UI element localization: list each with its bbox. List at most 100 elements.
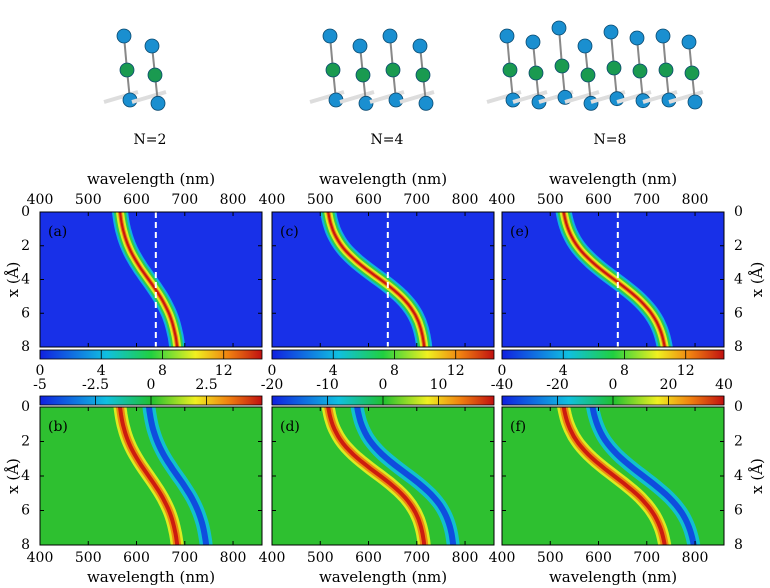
atom [580,67,596,83]
heatmap [40,407,262,545]
atom [658,62,674,78]
panel-label: (b) [48,419,68,435]
x-tick-label: 500 [537,192,564,208]
colorbar-tick-label: -10 [316,377,339,393]
y-tick-label: 2 [21,434,30,450]
colorbar-tick-label: 12 [447,363,465,379]
atom [385,62,401,78]
y-tick-label: 8 [734,537,743,553]
colorbar-tick-label: 8 [158,363,167,379]
atom [358,95,374,111]
atom [603,24,619,40]
colorbar-tick-label: -2.5 [82,377,109,393]
molecule-shadow [512,90,548,104]
heatmap [502,407,724,545]
y-tick-label: 6 [21,305,30,321]
x-tick-label: 600 [585,192,612,208]
x-tick-label: 700 [171,550,198,566]
colorbar-tick-label: 10 [430,377,448,393]
molecule-shadow [339,90,375,104]
heatmap [272,212,494,347]
atom [502,62,518,78]
atom [150,95,166,111]
x-tick-label: 600 [355,550,382,566]
atom [551,20,567,36]
y-tick-label: 2 [21,238,30,254]
x-tick-label: 800 [220,192,247,208]
heatmap [40,212,262,347]
colorbar-tick-label: 4 [329,363,338,379]
atom [412,38,428,54]
y-axis-title: x (Å) [4,262,22,298]
x-tick-label: 400 [259,550,286,566]
heatmap-band [327,212,426,347]
heatmap [502,212,724,347]
x-tick-label: 500 [537,550,564,566]
heatmap-band [145,407,210,545]
x-tick-label: 700 [633,192,660,208]
heatmap-band [326,407,427,545]
y-tick-label: 0 [734,204,743,220]
x-tick-label: 800 [220,550,247,566]
atom [655,28,671,44]
x-tick-label: 400 [489,192,516,208]
y-tick-label: 6 [21,503,30,519]
atom [325,62,341,78]
atom [147,67,163,83]
y-axis-title: x (Å) [748,458,766,494]
x-axis-title: wavelength (nm) [87,568,215,586]
x-tick-label: 500 [75,192,102,208]
colorbar-tick-label: -20 [261,377,284,393]
y-tick-label: 6 [734,305,743,321]
x-tick-label: 600 [585,550,612,566]
molecule-sketches [103,20,704,111]
heatmap [272,407,494,545]
x-tick-label: 800 [452,550,479,566]
colorbar-tick-label: 0 [498,363,507,379]
x-tick-label: 700 [403,550,430,566]
atom [352,38,368,54]
molecule-label: N=2 [134,132,167,148]
x-tick-label: 400 [27,550,54,566]
atom [629,30,645,46]
atom [528,65,544,81]
atom [382,28,398,44]
atom [499,28,515,44]
y-tick-label: 0 [734,399,743,415]
heatmap-band [561,407,667,545]
heatmap-band [589,407,697,545]
molecule-shadow [399,90,435,104]
colorbar-tick-label: 12 [215,363,233,379]
colorbar-tick-label: -40 [491,377,514,393]
x-tick-label: 600 [123,550,150,566]
atom [687,94,703,110]
panel-label: (c) [280,224,299,240]
atom [606,60,622,76]
x-tick-label: 400 [489,550,516,566]
panel-label: (f) [510,419,526,435]
y-tick-label: 4 [21,468,30,484]
colorbar-tick-label: 4 [559,363,568,379]
x-axis-title: wavelength (nm) [319,170,447,188]
y-tick-label: 4 [21,272,30,288]
x-tick-label: 500 [307,192,334,208]
colorbar-tick-label: 8 [390,363,399,379]
molecule-label: N=8 [594,132,627,148]
atom [583,95,599,111]
x-tick-label: 600 [355,192,382,208]
x-tick-label: 500 [75,550,102,566]
molecule-shadow [131,90,167,104]
heatmap-band [118,212,179,347]
colorbar-tick-label: 0 [609,377,618,393]
colorbar-tick-label: 8 [620,363,629,379]
x-axis-title: wavelength (nm) [549,568,677,586]
y-tick-label: 8 [734,339,743,355]
x-tick-label: 500 [307,550,334,566]
x-axis-title: wavelength (nm) [549,170,677,188]
heatmap-band [354,407,457,545]
molecule-shadow [564,90,600,104]
colorbar-tick-label: 2.5 [195,377,217,393]
x-tick-label: 400 [27,192,54,208]
colorbar-tick-label: -20 [546,377,569,393]
x-tick-label: 400 [259,192,286,208]
